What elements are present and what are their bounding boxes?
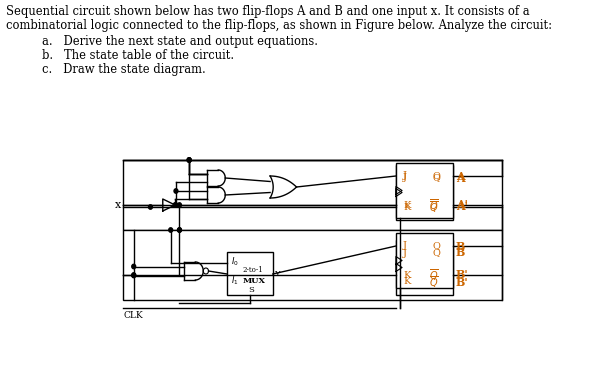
Text: Q: Q [433,248,441,257]
Text: combinatorial logic connected to the flip-flops, as shown in Figure below. Analy: combinatorial logic connected to the fli… [6,19,552,32]
Text: x: x [115,200,121,210]
Circle shape [132,273,136,278]
Text: Y: Y [275,270,280,278]
Text: B': B' [456,270,468,280]
Circle shape [132,273,136,277]
Circle shape [187,158,191,162]
Text: CLK: CLK [123,311,143,320]
Text: K: K [403,277,410,287]
Circle shape [187,158,191,162]
Circle shape [169,228,172,232]
Circle shape [187,158,191,162]
Text: $\overline{Q}$: $\overline{Q}$ [429,267,439,283]
Circle shape [177,228,182,232]
Text: K: K [403,271,410,279]
Circle shape [174,203,178,207]
Text: Sequential circuit shown below has two flip-flops A and B and one input x. It co: Sequential circuit shown below has two f… [6,5,530,18]
Text: Q: Q [433,172,441,181]
Text: J: J [403,172,407,181]
Text: 2-to-1: 2-to-1 [243,266,264,274]
Text: Q: Q [433,174,441,183]
Text: B: B [456,240,465,251]
Text: $I_1$: $I_1$ [232,275,239,287]
Text: A': A' [456,201,468,212]
Text: B': B' [456,276,468,288]
Text: J: J [403,174,407,183]
Text: c.   Draw the state diagram.: c. Draw the state diagram. [43,63,206,76]
Text: b.   The state table of the circuit.: b. The state table of the circuit. [43,49,234,62]
Text: J: J [403,248,407,257]
Text: $\overline{Q}$: $\overline{Q}$ [429,197,439,213]
Text: A: A [456,170,464,181]
Bar [123,230,501,300]
Circle shape [177,203,182,207]
Circle shape [174,189,178,193]
Text: J: J [403,242,407,251]
Circle shape [177,228,182,232]
Text: A: A [456,172,464,183]
Text: Q: Q [433,242,441,251]
Bar [396,163,453,218]
Bar [396,165,453,220]
Text: A': A' [456,200,468,211]
Text: $I_0$: $I_0$ [232,256,239,268]
Text: B: B [456,248,465,259]
Text: S: S [248,286,254,294]
Text: a.   Derive the next state and output equations.: a. Derive the next state and output equa… [43,35,318,48]
Bar [227,252,273,295]
Bar [396,233,453,288]
Text: K: K [403,200,410,209]
Text: $\overline{Q}$: $\overline{Q}$ [429,199,439,215]
Bar [123,160,501,230]
Text: MUX: MUX [243,277,266,285]
Text: K: K [403,203,410,212]
Circle shape [148,205,152,209]
Bar [396,240,453,295]
Circle shape [132,264,136,269]
Circle shape [173,203,177,207]
Text: $\overline{Q}$: $\overline{Q}$ [429,274,439,290]
